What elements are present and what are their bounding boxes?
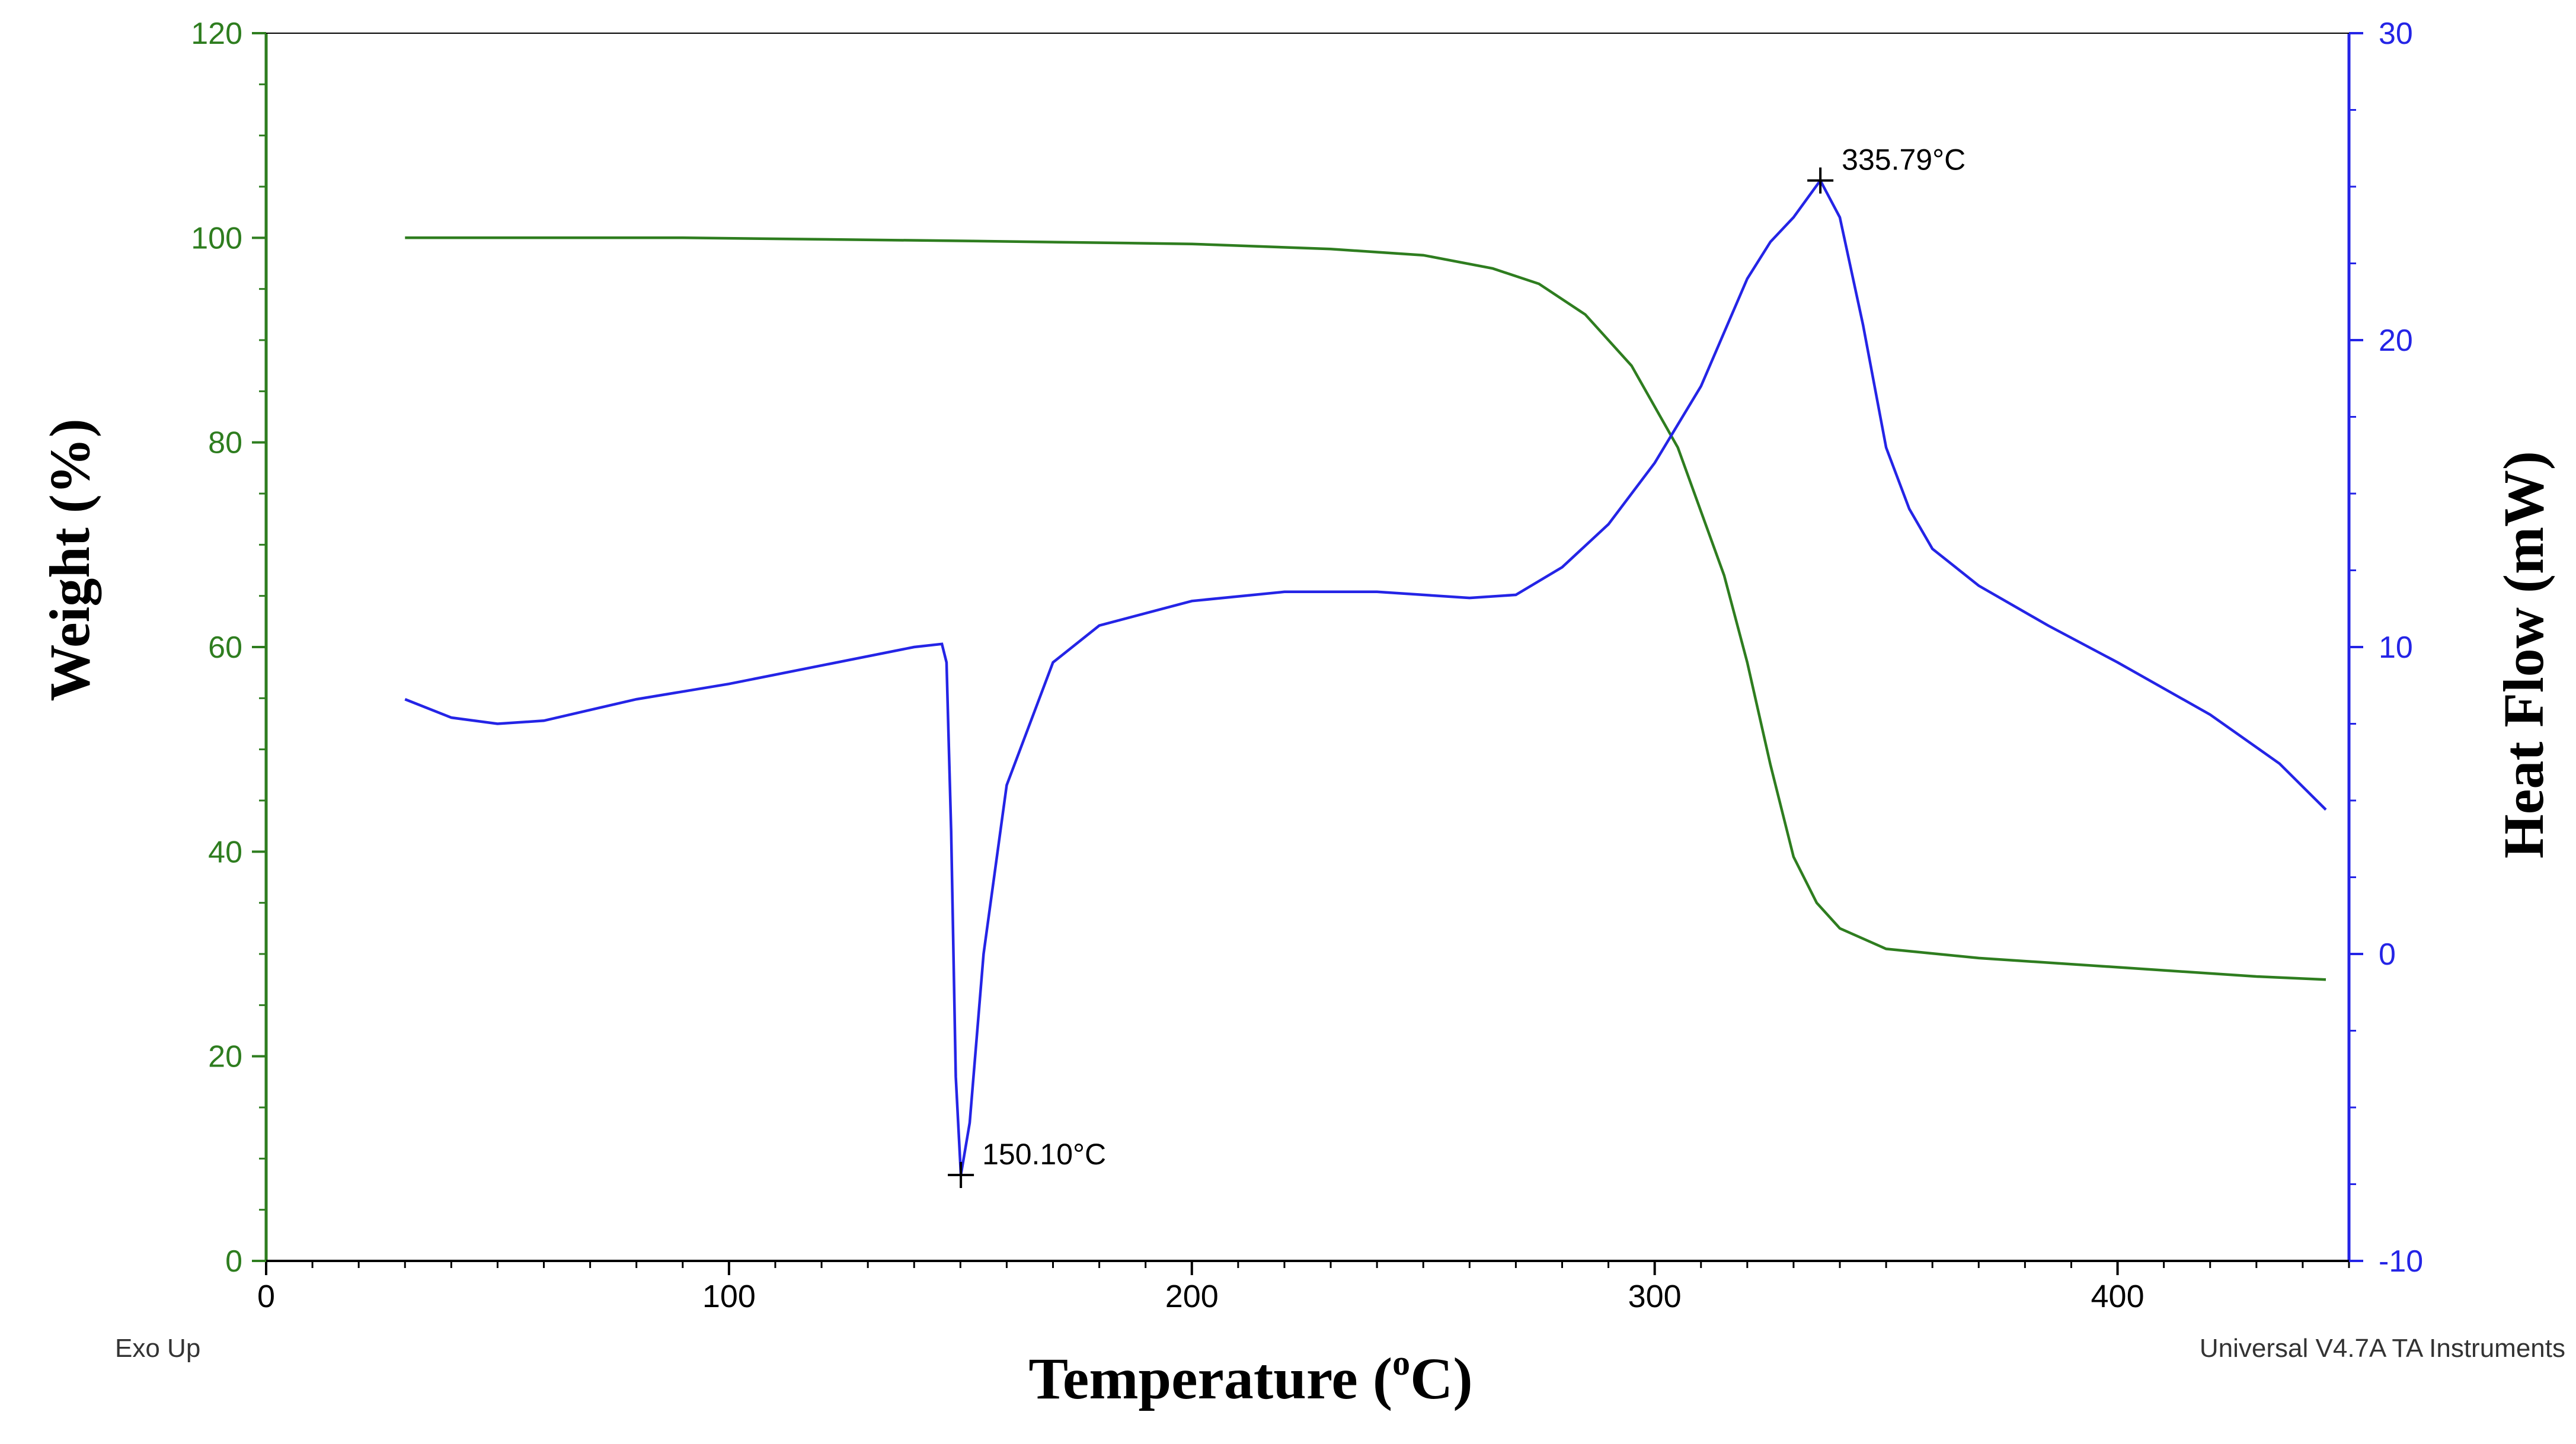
right-axis-title-box xyxy=(2460,166,2576,972)
x-axis-title-unit: C) xyxy=(1410,1346,1473,1411)
x-tick-label: 0 xyxy=(257,1279,275,1314)
heat-flow-series-line xyxy=(404,178,2327,1176)
annotation-label: 335.79°C xyxy=(1842,143,1965,177)
right-tick-label: 0 xyxy=(2379,937,2396,972)
left-axis-title-box xyxy=(0,345,116,790)
left-tick-label: 40 xyxy=(208,835,242,869)
x-tick-label: 300 xyxy=(1628,1279,1682,1314)
x-axis-title: Temperature (oC) xyxy=(1028,1343,1472,1411)
footer-right-text: Universal V4.7A TA Instruments xyxy=(2200,1334,2565,1363)
left-tick-label: 20 xyxy=(208,1040,242,1074)
weight-series-line xyxy=(405,236,2326,981)
right-tick-label: 10 xyxy=(2379,630,2413,665)
left-tick-label: 100 xyxy=(191,221,242,255)
x-axis-ticks: 0 100 200 300 400 xyxy=(257,1261,2350,1314)
annotation-label: 150.10°C xyxy=(982,1138,1106,1171)
right-axis-ticks: -10 0 10 20 30 xyxy=(2349,17,2423,1279)
right-axis-title: Heat Flow (mW) xyxy=(2492,451,2555,859)
left-tick-label: 0 xyxy=(225,1244,242,1279)
left-tick-label: 120 xyxy=(191,17,242,51)
x-tick-label: 100 xyxy=(702,1279,756,1314)
peak-annotations: 150.10°C 335.79°C xyxy=(948,143,1965,1188)
left-tick-label: 60 xyxy=(208,630,242,665)
footer-left-text: Exo Up xyxy=(115,1334,200,1363)
x-axis-title-main: Temperature ( xyxy=(1028,1346,1392,1411)
x-tick-label: 200 xyxy=(1165,1279,1219,1314)
x-tick-label: 400 xyxy=(2091,1279,2144,1314)
x-axis-title-box xyxy=(951,1314,1710,1444)
left-tick-label: 80 xyxy=(208,426,242,460)
right-tick-label: 20 xyxy=(2379,324,2413,358)
x-axis-title-superscript: o xyxy=(1392,1343,1410,1382)
right-tick-label: 30 xyxy=(2379,17,2413,51)
left-axis-title: Weight (%) xyxy=(38,418,101,701)
left-axis-ticks: 0 20 40 60 80 100 120 xyxy=(191,17,266,1279)
right-tick-label: -10 xyxy=(2379,1244,2423,1279)
